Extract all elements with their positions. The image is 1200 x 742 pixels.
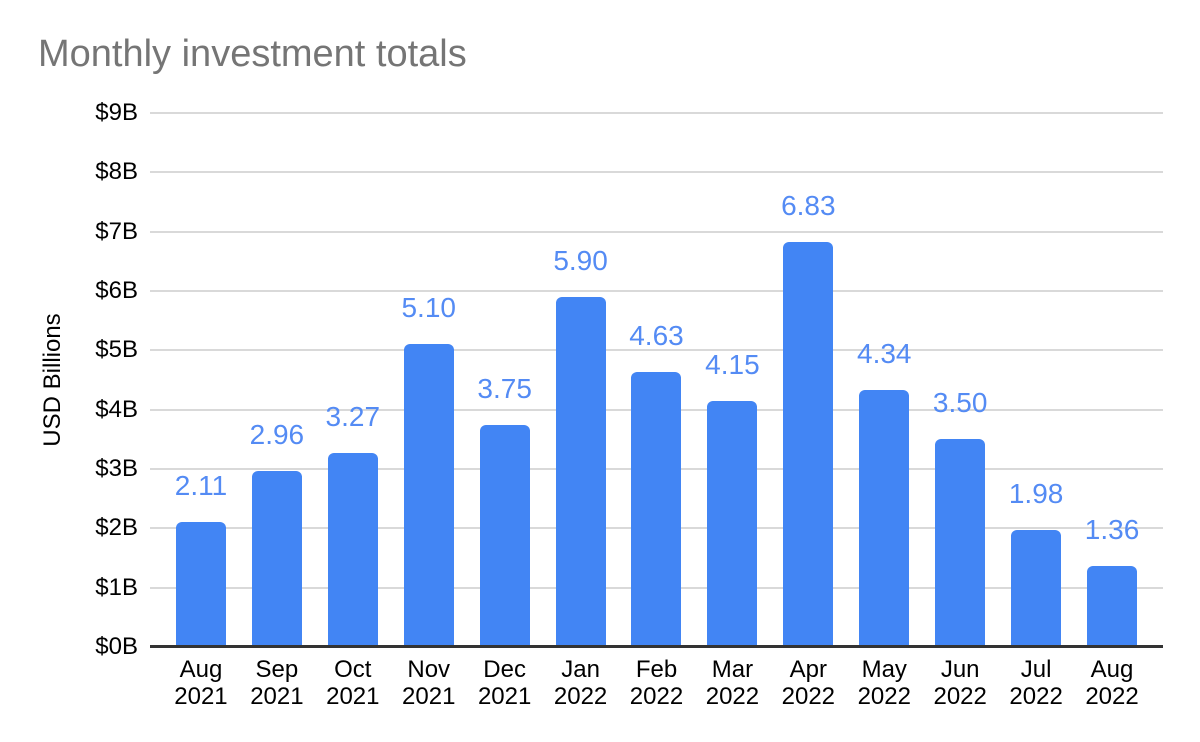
bar-slot: 5.10 <box>391 113 467 647</box>
bars-row: 2.11 2.96 3.27 5.10 3.75 5.90 4.63 4.15 6.83 4.34… <box>150 113 1163 647</box>
gridline <box>150 230 1163 233</box>
bar <box>327 452 378 647</box>
bar <box>479 424 530 647</box>
bar-value-label: 4.63 <box>629 320 684 352</box>
bar-value-label: 6.83 <box>781 189 836 221</box>
bar-slot: 5.90 <box>543 113 619 647</box>
bar-slot: 2.96 <box>239 113 315 647</box>
gridline <box>150 290 1163 292</box>
bar-slot: 4.63 <box>619 113 695 647</box>
bar <box>251 471 302 647</box>
x-tick-label: Aug 2021 <box>174 656 228 710</box>
bar-value-label: 2.11 <box>174 469 228 501</box>
gridline <box>150 349 1163 352</box>
gridline <box>150 171 1163 174</box>
bar-value-label: 5.90 <box>553 244 608 276</box>
bar-value-label: 4.15 <box>705 348 760 380</box>
x-tick-label: Oct 2021 <box>326 656 380 710</box>
x-tick-label: Feb 2022 <box>629 656 684 710</box>
bar-slot: 1.36 <box>1074 113 1150 647</box>
bar-value-label: 3.50 <box>932 387 988 419</box>
x-tick-label: Jul 2022 <box>1009 656 1063 710</box>
plot-area: 2.11 2.96 3.27 5.10 3.75 5.90 4.63 4.15 6.83 4.34… <box>150 112 1163 648</box>
bar <box>175 521 226 647</box>
bar-value-label: 4.34 <box>857 337 912 369</box>
bar-value-label: 5.10 <box>401 292 456 324</box>
bar <box>935 439 986 647</box>
bar-slot: 3.50 <box>922 113 998 647</box>
bar-value-label: 3.75 <box>477 372 532 404</box>
y-tick-label: $7B <box>95 217 138 245</box>
bar-value-label: 1.98 <box>1008 477 1064 509</box>
x-tick-label: Aug 2022 <box>1085 656 1139 710</box>
x-tick-label: Mar 2022 <box>705 656 760 710</box>
bar-value-label: 1.36 <box>1084 514 1140 546</box>
gridline <box>150 112 1163 114</box>
y-tick-label: $3B <box>95 455 138 482</box>
x-tick-label: Sep 2021 <box>250 656 304 710</box>
bar <box>859 389 910 647</box>
bar-value-label: 2.96 <box>249 419 305 451</box>
y-tick-label: $4B <box>95 395 138 423</box>
chart-title: Monthly investment totals <box>38 33 467 75</box>
bar <box>707 400 758 647</box>
x-tick-label: Nov 2021 <box>402 656 456 710</box>
x-tick-label: Apr 2022 <box>781 656 836 710</box>
bar-slot: 4.15 <box>694 113 770 647</box>
bar <box>1011 529 1062 647</box>
bar-value-label: 3.27 <box>325 400 381 432</box>
bar-slot: 1.98 <box>998 113 1074 647</box>
x-axis-labels: Aug 2021 Sep 2021 Oct 2021 Nov 2021 Dec 2021 Jan 20… <box>150 656 1163 710</box>
bar-slot: 2.11 <box>163 113 239 647</box>
y-tick-label: $1B <box>95 573 138 601</box>
bar <box>783 241 834 647</box>
bar-slot: 3.75 <box>467 113 543 647</box>
bar-slot: 4.34 <box>846 113 922 647</box>
bar-slot: 6.83 <box>770 113 846 647</box>
bar <box>403 344 454 647</box>
y-tick-label: $5B <box>95 336 138 364</box>
x-tick-label: Jun 2022 <box>933 656 987 710</box>
bar-slot: 3.27 <box>315 113 391 647</box>
y-axis-ticks: $0B $1B $2B $3B $4B $5B $6B $7B $8B $9B <box>0 99 138 660</box>
bar <box>631 372 682 647</box>
y-tick-label: $0B <box>95 633 138 660</box>
y-tick-label: $2B <box>95 514 138 542</box>
x-tick-label: Dec 2021 <box>477 656 532 710</box>
y-tick-label: $6B <box>95 277 138 304</box>
y-tick-label: $8B <box>95 158 138 186</box>
bar <box>1087 566 1138 647</box>
x-tick-label: Jan 2022 <box>553 656 608 710</box>
bar <box>555 296 606 647</box>
y-tick-label: $9B <box>95 99 138 126</box>
x-axis-line <box>150 645 1163 648</box>
x-tick-label: May 2022 <box>857 656 911 710</box>
